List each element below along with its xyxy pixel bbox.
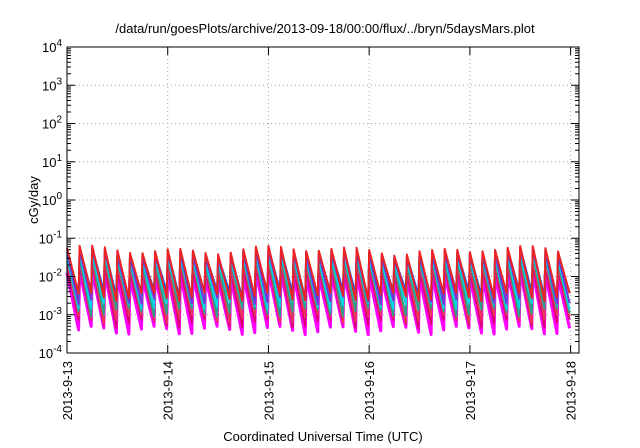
x-tick-label: 2013-9-14	[161, 361, 176, 420]
x-axis: 2013-9-13 2013-9-14 2013-9-15 2013-9-16 2013…	[60, 47, 579, 420]
y-tick-label: 103	[42, 76, 62, 93]
y-tick-label: 10-4	[39, 344, 63, 361]
x-axis-label: Coordinated Universal Time (UTC)	[223, 429, 422, 444]
x-tick-label: 2013-9-15	[261, 361, 276, 420]
x-tick-label: 2013-9-16	[362, 361, 377, 420]
y-tick-label: 10-3	[39, 306, 63, 323]
y-tick-label: 10-2	[39, 268, 63, 285]
y-axis: 10-4 10-3 10-2 10-1 100 101 102 103 104	[39, 38, 579, 361]
y-tick-label: 100	[42, 191, 62, 208]
y-tick-label: 10-1	[39, 229, 63, 246]
y-tick-label: 102	[42, 115, 62, 132]
chart-title: /data/run/goesPlots/archive/2013-09-18/0…	[115, 21, 535, 36]
y-axis-label: cGy/day	[26, 176, 41, 224]
x-tick-label: 2013-9-18	[564, 361, 579, 420]
x-tick-label: 2013-9-13	[60, 361, 75, 420]
series-group	[65, 244, 572, 337]
y-tick-label: 101	[42, 153, 62, 170]
series-line	[66, 244, 571, 303]
x-tick-label: 2013-9-17	[463, 361, 478, 420]
y-tick-label: 104	[42, 38, 62, 55]
